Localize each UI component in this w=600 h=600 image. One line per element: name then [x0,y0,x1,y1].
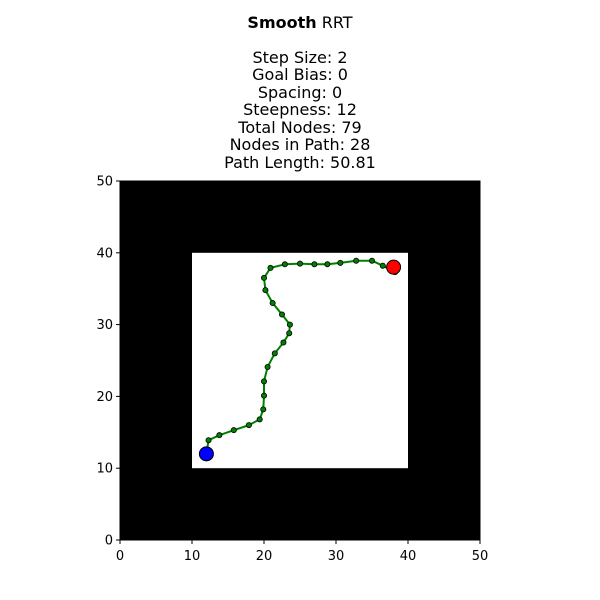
x-tick-label: 30 [328,549,345,564]
y-tick-label: 30 [96,318,113,333]
chart-title: Smooth RRT [0,14,600,32]
path-node [311,261,318,268]
path-node [368,257,375,264]
info-goal-bias: Goal Bias: 0 [252,65,348,84]
path-node [260,274,267,281]
path-node [296,260,303,267]
path-node [281,261,288,268]
path-node [269,300,276,307]
path-node [216,432,223,439]
path-node [324,261,331,268]
goal-marker [386,259,402,275]
path-node [264,363,271,370]
path-node [286,330,293,337]
x-tick-label: 0 [116,549,124,564]
chart-title-bold: Smooth [247,13,317,32]
path-node [337,259,344,266]
info-path-length: Path Length: 50.81 [224,152,376,172]
path-node [205,437,212,444]
path-node [245,422,252,429]
path-node [230,427,237,434]
path-node [286,321,293,328]
free-space-region [192,252,408,469]
x-tick-label: 20 [256,549,273,564]
info-step-size: Step Size: 2 [252,47,348,67]
y-tick-label: 10 [96,462,113,477]
path-node [280,339,287,346]
path-node [379,262,386,269]
chart-title-rest: RRT [321,13,353,32]
path-node [278,311,285,318]
info-steepness: Steepness: 12 [243,100,357,119]
y-tick-label: 40 [96,246,113,261]
path-node [260,406,267,413]
x-tick-label: 40 [400,549,417,564]
axes: 0 10 20 30 40 50 0 10 20 30 40 50 [96,175,488,565]
plot-area [120,181,480,540]
path-node [353,257,360,264]
y-tick-label: 0 [105,534,113,549]
info-nodes-in-path: Nodes in Path: 28 [229,135,371,154]
x-tick-label: 10 [184,549,201,564]
path-node [260,378,267,385]
path-node [267,264,274,271]
chart-title-block: Smooth RRT Step Size: 2 Goal Bias: 0 Spa… [0,14,600,171]
y-tick-label: 20 [96,390,113,405]
path-node [256,416,263,423]
y-tick-label: 50 [96,175,113,190]
path-node [271,350,278,357]
info-total-nodes: Total Nodes: 79 [238,117,362,137]
path-node [260,392,267,399]
path-node [262,287,269,294]
start-marker [198,446,214,462]
info-spacing: Spacing: 0 [257,82,343,102]
x-tick-label: 50 [472,549,489,564]
axes-frame [119,180,481,541]
